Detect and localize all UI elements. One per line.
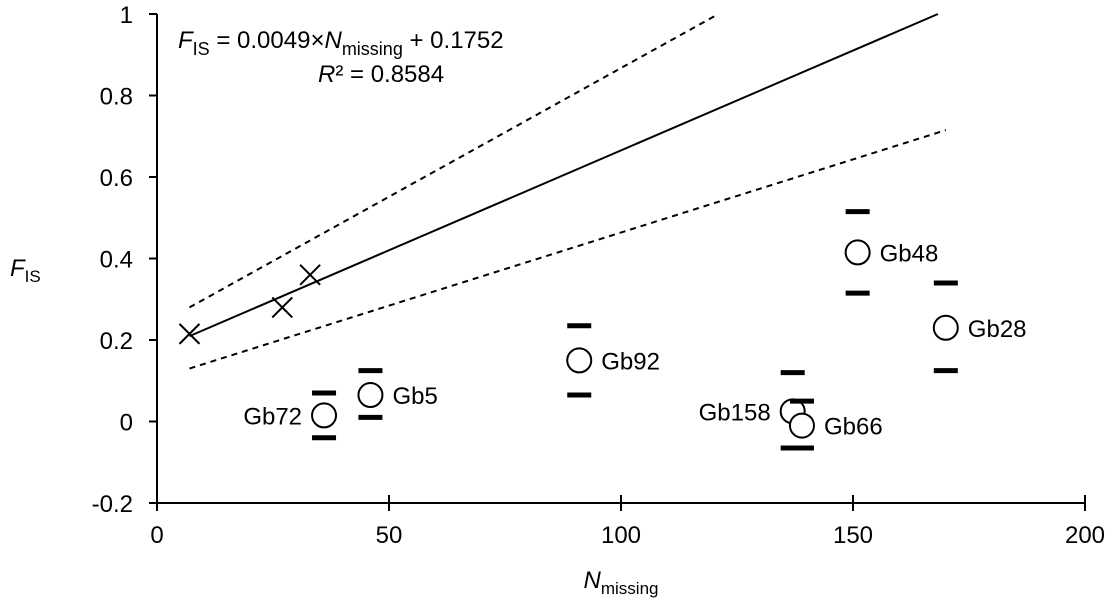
x-tick-label: 0	[150, 522, 163, 549]
point	[844, 239, 871, 266]
y-tick-label: 0.8	[100, 84, 133, 111]
point	[311, 402, 338, 429]
y-tick-label: 0.2	[100, 328, 133, 355]
eq-part: = 0.0049×	[210, 27, 325, 54]
eq-part: missing	[342, 39, 403, 59]
point-label: Gb28	[968, 316, 1027, 343]
y-tick-label: -0.2	[92, 491, 133, 518]
x-axis-label: Nmissing	[584, 567, 659, 598]
y-label-part: IS	[25, 267, 41, 286]
regression-line	[189, 13, 939, 338]
lower-bound-line	[189, 129, 947, 370]
y-tick-label: 0.4	[100, 247, 133, 274]
point-label: Gb158	[699, 399, 771, 426]
point	[566, 347, 593, 374]
x-label-part: N	[584, 567, 602, 594]
point-label: Gb72	[243, 403, 302, 430]
point-label: Gb66	[824, 414, 883, 441]
point-label: Gb92	[601, 348, 660, 375]
cross-marker	[271, 296, 293, 319]
x-tick-label: 100	[601, 522, 641, 549]
upper-bound-line	[188, 13, 719, 309]
y-tick-label: 0	[120, 410, 133, 437]
point-label: Gb48	[880, 240, 939, 267]
y-label-part: F	[10, 255, 26, 282]
x-tick-label: 150	[833, 522, 873, 549]
r2-part: R	[318, 61, 335, 88]
equation: FIS = 0.0049×Nmissing + 0.1752	[178, 27, 504, 59]
r-squared: R² = 0.8584	[318, 61, 444, 88]
y-axis-label: FIS	[10, 255, 41, 286]
eq-part: + 0.1752	[403, 27, 504, 54]
r2-part: ² = 0.8584	[335, 61, 444, 88]
cross-marker	[178, 323, 201, 345]
point	[788, 412, 815, 439]
x-label-part: missing	[601, 579, 659, 598]
point	[357, 382, 384, 409]
eq-part: N	[324, 27, 342, 54]
point	[932, 314, 959, 341]
point-label: Gb5	[392, 383, 437, 410]
y-tick-label: 1	[120, 2, 133, 29]
x-tick-label: 50	[376, 522, 403, 549]
cross-marker	[299, 264, 321, 286]
eq-part: IS	[193, 39, 210, 59]
x-tick-label: 200	[1065, 522, 1105, 549]
y-tick-label: 0.6	[100, 165, 133, 192]
eq-part: F	[178, 27, 194, 54]
